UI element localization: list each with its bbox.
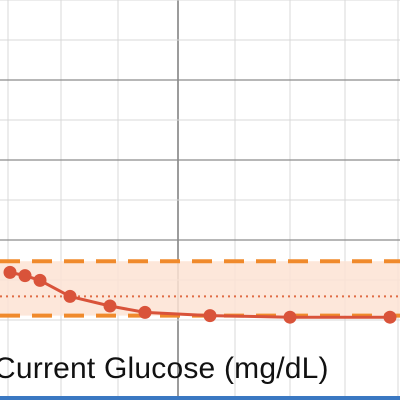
data-point: [18, 269, 32, 283]
data-point: [103, 299, 117, 313]
bottom-scrollbar-edge: [0, 396, 400, 400]
data-point: [383, 310, 397, 324]
data-point: [3, 265, 17, 279]
data-point: [63, 289, 77, 303]
x-axis-label: Current Glucose (mg/dL): [0, 352, 329, 385]
reference-band: [0, 259, 400, 318]
data-point: [33, 273, 47, 287]
data-point: [203, 309, 217, 323]
target-range-fill: [0, 261, 400, 316]
series-glucose: [3, 265, 397, 324]
data-point: [283, 310, 297, 324]
data-point: [138, 305, 152, 319]
